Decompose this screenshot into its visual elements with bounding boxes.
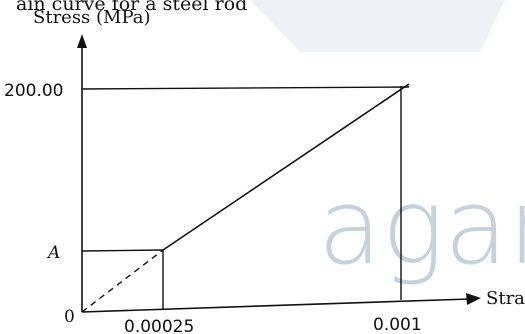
guide-line-200 (81, 86, 410, 90)
watermark: agaram (250, 0, 525, 288)
x-tick-label-1: 0.001 (373, 315, 422, 334)
x-axis-label: Strain (486, 288, 525, 309)
dashed-extrapolation-line (81, 249, 164, 313)
chart-marks: 0.00025 0.001 200.00 A (4, 81, 422, 334)
y-tick-label-0: 200.00 (4, 81, 63, 101)
y-axis-label: Stress (MPa) (33, 7, 151, 28)
origin-label: 0 (64, 307, 75, 327)
x-tick-label-0: 0.00025 (124, 317, 194, 334)
header-text: ain curve for a steel rod (16, 0, 247, 15)
y-axis-arrow-icon (77, 34, 87, 48)
y-tick-label-1: A (46, 243, 60, 263)
x-axis (81, 298, 471, 313)
watermark-laptop-shape (250, 0, 505, 52)
x-axis-arrow-icon (466, 293, 481, 305)
watermark-text: agaram (318, 166, 525, 288)
stress-strain-line (162, 83, 410, 251)
guide-line-A (81, 249, 164, 252)
